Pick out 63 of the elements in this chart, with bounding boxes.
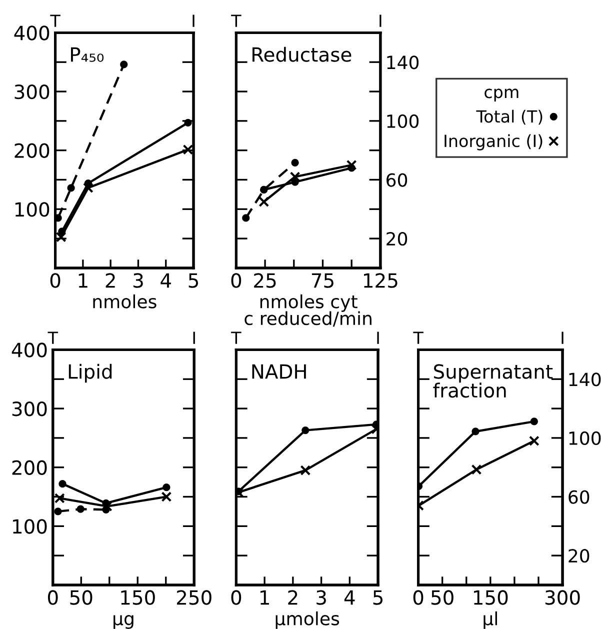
y-axis-title: T: [48, 332, 58, 344]
y2-tick-label: 100: [387, 114, 419, 128]
x-tick-label: 0: [48, 590, 58, 605]
y-tick-label: 400: [12, 342, 47, 358]
y2-tick-label: 140: [569, 372, 601, 386]
x-axis-title: nmoles: [93, 294, 156, 308]
text: I: [192, 14, 194, 27]
x-tick-label: 3: [316, 590, 326, 605]
text: T: [413, 332, 424, 344]
x-tick-label: 5: [373, 590, 383, 605]
y-axis-title: T: [50, 14, 60, 27]
x-tick-label: 25: [254, 273, 276, 288]
x-tick-label: 2: [288, 590, 298, 605]
x-tick-label: 50: [70, 590, 92, 605]
y-tick-label: 300: [12, 401, 47, 416]
x-tick-label: 2: [106, 273, 115, 288]
legend-title: cpm: [484, 88, 518, 102]
y2-tick-label: 140: [387, 56, 419, 70]
legend-label: Total (T): [476, 110, 542, 125]
x-tick-label: 300: [545, 590, 580, 605]
y-axis-title: T: [231, 332, 242, 344]
y-tick-label: 100: [13, 519, 47, 534]
text: NADH: [252, 364, 306, 379]
x-tick-label: 0: [231, 590, 242, 605]
x-tick-label: 3: [134, 273, 143, 288]
x-axis-title: nmoles cyt c reduced/min: [244, 294, 372, 327]
x-tick-label: 0: [413, 590, 424, 605]
x-axis-title: µmoles: [276, 611, 340, 629]
x-tick-label: 50: [431, 590, 454, 605]
x-tick-label: 1: [78, 273, 88, 288]
x-axis-title: µl: [484, 611, 497, 629]
y2-tick-label: 60: [386, 173, 408, 187]
text: T: [231, 14, 242, 27]
y2-tick-label: 20: [386, 232, 408, 246]
x-axis-title: µg: [114, 615, 134, 629]
y-tick-label: 300: [14, 84, 50, 100]
text: Lipid: [68, 364, 112, 383]
y2-axis-title: I: [562, 332, 564, 344]
x-tick-label: 125: [364, 273, 398, 288]
y2-tick-label: 20: [568, 549, 590, 563]
x-tick-label: 5: [188, 273, 198, 288]
x-tick-label: 4: [344, 590, 355, 605]
x-tick-label: 150: [474, 590, 508, 605]
y-tick-label: 100: [15, 202, 50, 217]
y-tick-label: 200: [12, 460, 47, 476]
y2-tick-label: 100: [569, 431, 601, 446]
y2-tick-label: 60: [568, 490, 590, 504]
y2-axis-title: I: [380, 14, 382, 27]
x-tick-label: 0: [231, 273, 242, 288]
x-tick-label: 75: [312, 273, 334, 288]
text: I: [193, 332, 195, 344]
x-tick-label: 0: [50, 273, 60, 288]
y2-axis-title: I: [377, 332, 379, 344]
y-tick-label: 400: [14, 26, 50, 40]
text: Supernatant fraction: [433, 364, 553, 398]
legend-label: Inorganic (I): [444, 134, 542, 150]
text: Reductase: [252, 46, 352, 62]
x-tick-label: 250: [176, 590, 212, 605]
x-tick-label: 150: [121, 590, 155, 605]
x-tick-label: 1: [260, 590, 269, 605]
text: P₄₅₀: [71, 47, 104, 62]
x-tick-label: 4: [160, 273, 171, 288]
y-tick-label: 200: [14, 143, 50, 158]
